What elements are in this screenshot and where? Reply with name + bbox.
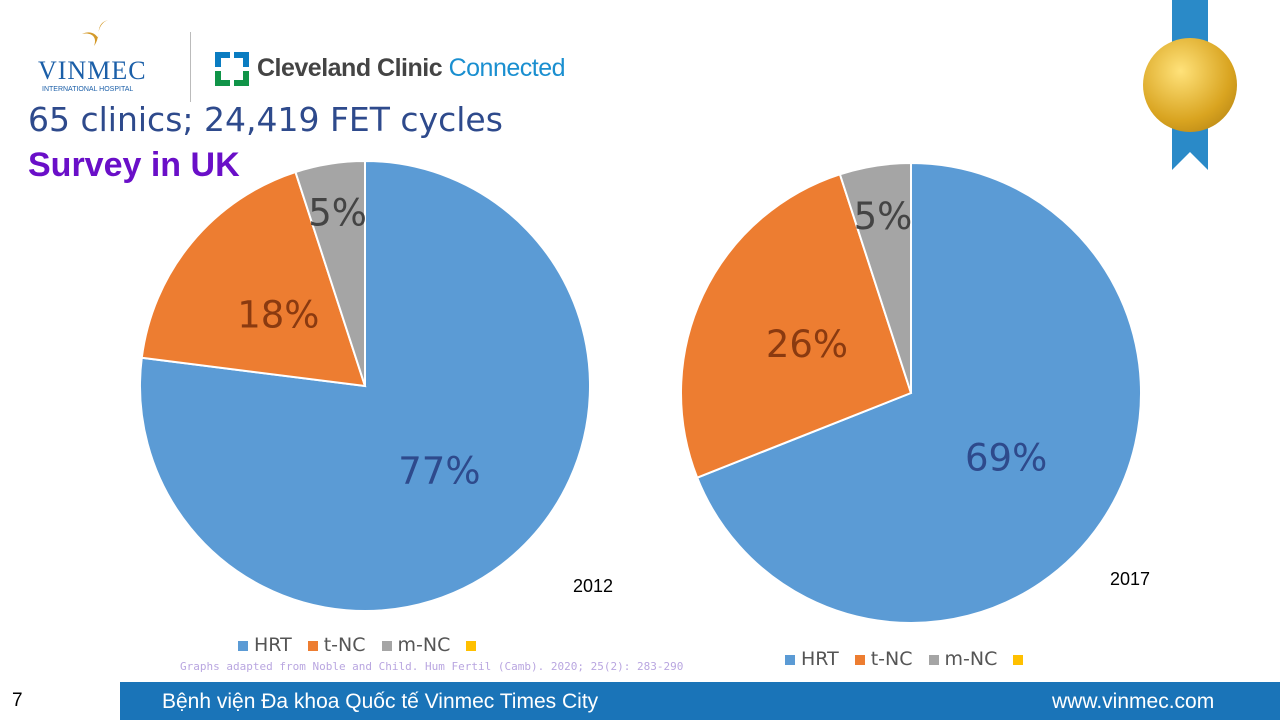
- data-label-2017-HRT: 69%: [965, 437, 1047, 480]
- legend-item: [1013, 648, 1029, 670]
- data-label-2012-HRT: 77%: [398, 449, 480, 492]
- pie-slice-2017-HRT: [695, 161, 1142, 624]
- legend-swatch: [381, 641, 392, 651]
- data-label-2012-t-NC: 18%: [237, 293, 319, 336]
- vinmec-logo-subtitle: INTERNATIONAL HOSPITAL: [42, 86, 134, 93]
- pie-slice-2012-m-NC: [294, 159, 366, 387]
- partner-name: Cleveland Clinic Connected: [257, 54, 566, 82]
- footer-bar: [120, 682, 1280, 720]
- vinmec-flame-icon: [82, 20, 108, 46]
- legend-item: t-NC: [307, 634, 366, 656]
- footer-hospital-name: Bệnh viện Đa khoa Quốc tế Vinmec Times C…: [162, 690, 599, 713]
- slide-subtitle: Survey in UK: [28, 146, 240, 184]
- legend-swatch: [1013, 655, 1024, 665]
- legend-swatch: [854, 655, 865, 665]
- legend-item: [466, 634, 482, 656]
- legend-swatch: [785, 655, 795, 665]
- data-label-2017-t-NC: 26%: [766, 323, 848, 366]
- legend-item: HRT: [785, 648, 839, 670]
- footer-website-link[interactable]: www.vinmec.com: [1052, 690, 1215, 713]
- pie-slice-2017-t-NC: [680, 172, 913, 479]
- data-label-2012-m-NC: 5%: [308, 192, 367, 235]
- pie-slice-2012-HRT: [139, 159, 591, 612]
- pie-slice-2017-m-NC: [838, 161, 912, 394]
- legend-item: m-NC: [381, 634, 450, 656]
- jci-gold-seal-icon: [1143, 38, 1237, 132]
- legend-swatch: [466, 641, 477, 651]
- logo-divider: [190, 32, 191, 102]
- citation: Graphs adapted from Noble and Child. Hum…: [180, 660, 684, 673]
- legend-2017: HRT t-NC m-NC: [785, 648, 1029, 670]
- chart-year-2017: 2017: [1110, 569, 1151, 589]
- pie-slice-2012-t-NC: [140, 170, 367, 388]
- legend-2012: HRT t-NC m-NC: [238, 634, 482, 656]
- page-number: 7: [12, 690, 23, 711]
- data-label-2017-m-NC: 5%: [854, 195, 913, 238]
- cleveland-clinic-logo-icon: [215, 52, 249, 86]
- legend-swatch: [307, 641, 318, 651]
- slide-title: 65 clinics; 24,419 FET cycles: [28, 100, 503, 139]
- legend-item: m-NC: [928, 648, 997, 670]
- legend-item: t-NC: [854, 648, 913, 670]
- legend-swatch: [238, 641, 248, 651]
- vinmec-logo: VINMEC: [38, 56, 147, 85]
- legend-item: HRT: [238, 634, 292, 656]
- legend-swatch: [928, 655, 939, 665]
- chart-year-2012: 2012: [573, 576, 614, 596]
